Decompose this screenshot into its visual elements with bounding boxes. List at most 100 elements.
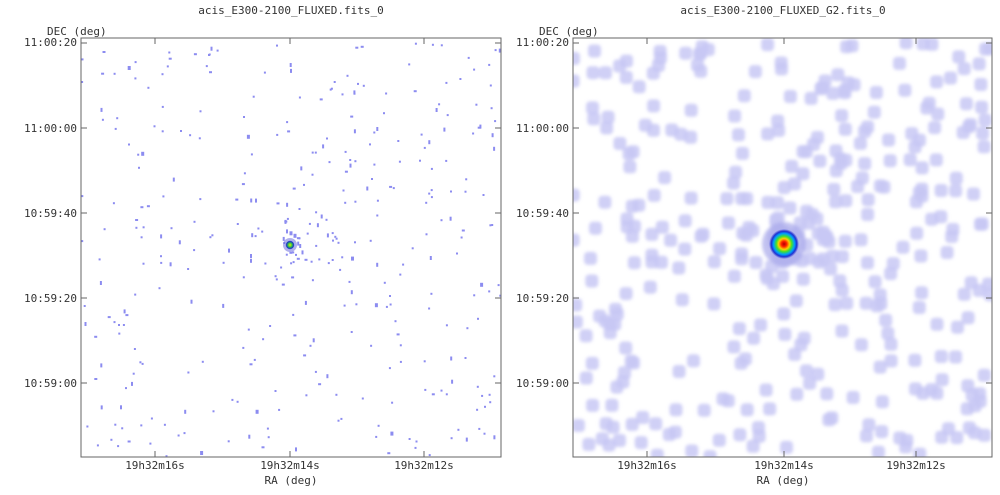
smoothed-event <box>858 157 872 171</box>
smoothed-event <box>573 419 585 432</box>
source-core <box>769 229 799 259</box>
event-pixel <box>140 424 143 427</box>
smoothed-event <box>740 403 754 417</box>
smoothed-event <box>875 425 889 439</box>
smoothed-event <box>712 433 726 447</box>
smoothed-event <box>749 256 763 269</box>
event-pixel <box>142 262 145 265</box>
smoothed-event <box>961 311 975 325</box>
event-pixel <box>424 388 427 391</box>
smoothed-event <box>669 403 683 417</box>
smoothed-event <box>625 229 639 243</box>
smoothed-event <box>950 431 964 445</box>
smoothed-event <box>839 194 853 208</box>
event-pixel <box>253 358 256 361</box>
event-pixel <box>396 333 400 336</box>
y-tick-label: 10:59:20 <box>516 292 569 305</box>
smoothed-event <box>761 127 775 141</box>
smoothed-event <box>975 100 989 114</box>
smoothed-event <box>915 286 929 300</box>
smoothed-event <box>910 226 924 240</box>
smoothed-event <box>720 192 734 206</box>
event-pixel <box>94 378 98 380</box>
event-pixel <box>117 445 120 448</box>
event-pixel <box>205 65 208 68</box>
event-pixel <box>430 196 433 199</box>
event-pixel <box>430 292 433 295</box>
event-pixel <box>480 282 484 287</box>
event-pixel <box>246 134 250 139</box>
smoothed-event <box>893 56 906 70</box>
event-pixel <box>101 118 104 121</box>
event-pixel <box>190 299 193 304</box>
event-pixel <box>199 198 202 201</box>
event-pixel <box>499 294 501 297</box>
smoothed-event <box>586 398 600 412</box>
event-pixel <box>311 279 314 282</box>
event-pixel <box>498 48 501 53</box>
smoothed-event <box>619 341 633 355</box>
smoothed-event <box>869 86 883 99</box>
event-pixel <box>137 153 140 156</box>
event-pixel <box>435 108 438 112</box>
smoothed-event <box>684 103 698 117</box>
y-tick-label: 11:00:00 <box>516 122 569 135</box>
image-area[interactable] <box>81 38 501 459</box>
event-pixel <box>255 198 257 203</box>
smoothed-event <box>752 421 765 435</box>
x-tick-label: 19h32m14s <box>260 459 320 472</box>
event-pixel <box>350 331 353 333</box>
event-pixel <box>236 400 239 403</box>
smoothed-event <box>854 338 868 352</box>
event-pixel <box>344 170 348 173</box>
image-area[interactable] <box>567 36 997 463</box>
event-pixel <box>445 81 448 84</box>
event-pixel <box>141 362 144 365</box>
event-pixel <box>289 231 293 236</box>
event-pixel <box>428 307 431 310</box>
event-pixel <box>377 424 380 427</box>
smoothed-event <box>585 274 599 288</box>
event-pixel <box>293 233 297 238</box>
smoothed-event <box>977 140 991 154</box>
event-pixel <box>177 434 180 437</box>
event-pixel <box>193 53 197 56</box>
event-pixel <box>84 322 87 326</box>
x-tick-label: 19h32m16s <box>125 459 185 472</box>
smoothed-event <box>915 161 929 175</box>
smoothed-event <box>685 444 699 457</box>
event-pixel <box>295 253 297 256</box>
smoothed-event <box>599 66 612 80</box>
event-pixel <box>383 112 385 115</box>
event-pixel <box>298 208 301 210</box>
event-pixel <box>291 276 295 279</box>
event-pixel <box>385 305 388 308</box>
event-pixel <box>353 92 356 95</box>
event-pixel <box>339 268 342 271</box>
smoothed-event <box>908 353 922 367</box>
smoothed-event <box>775 62 788 76</box>
smoothed-event <box>867 105 881 119</box>
smoothed-event <box>728 109 742 123</box>
event-pixel <box>146 205 150 208</box>
event-pixel <box>180 130 182 132</box>
event-pixel <box>328 161 331 164</box>
smoothed-event <box>573 51 580 65</box>
event-pixel <box>121 427 124 430</box>
event-pixel <box>489 84 492 87</box>
event-pixel <box>497 284 500 287</box>
smoothed-event <box>949 171 963 185</box>
event-pixel <box>344 150 347 153</box>
smoothed-event <box>959 97 973 111</box>
smoothed-event <box>912 186 926 200</box>
smoothed-event <box>595 432 609 446</box>
source-cluster <box>283 238 297 252</box>
event-pixel <box>413 90 417 93</box>
smoothed-event <box>835 324 849 338</box>
event-pixel <box>274 390 277 392</box>
event-pixel <box>446 114 449 117</box>
smoothed-event <box>925 212 939 226</box>
y-axis-label: DEC (deg) <box>539 25 599 38</box>
smoothed-event <box>828 298 842 312</box>
event-pixel <box>199 110 202 113</box>
